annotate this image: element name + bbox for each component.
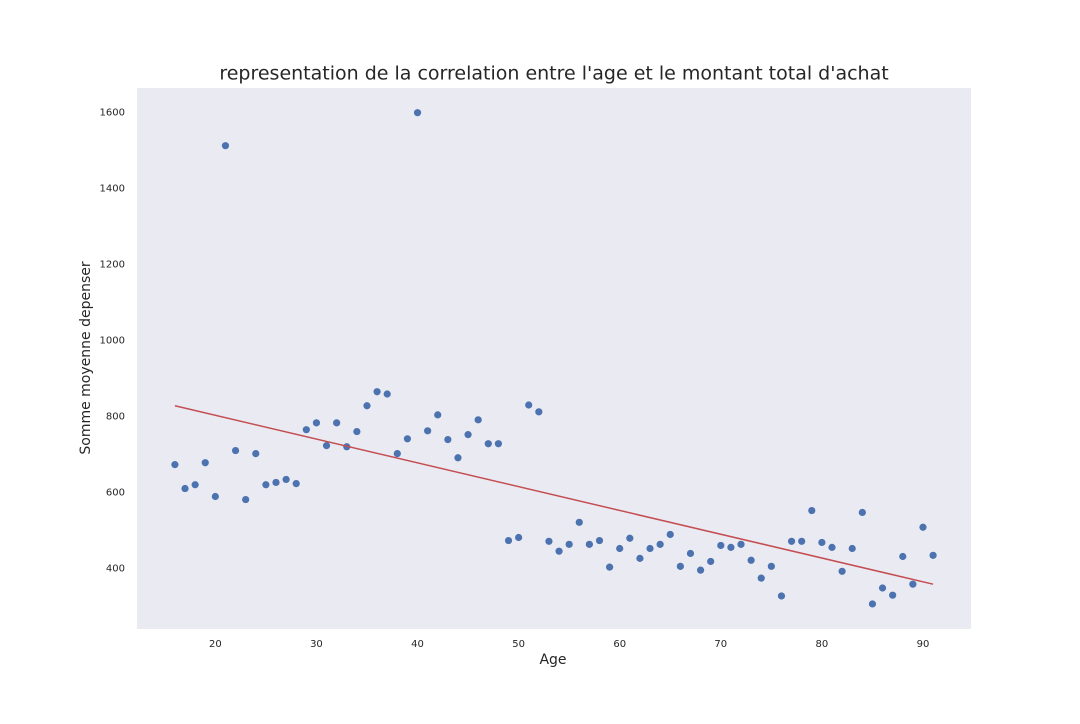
- scatter-point: [696, 566, 705, 574]
- scatter-point: [545, 537, 553, 545]
- scatter-point: [211, 492, 219, 501]
- scatter-point: [515, 533, 523, 542]
- scatter-point: [242, 495, 250, 504]
- chart-title: representation de la correlation entre l…: [219, 63, 888, 85]
- scatter-point: [757, 574, 765, 582]
- scatter-point: [373, 388, 381, 396]
- scatter-point: [828, 543, 836, 551]
- scatter-point: [171, 461, 179, 469]
- scatter-point: [464, 431, 472, 439]
- scatter-point: [818, 538, 826, 547]
- scatter-point: [717, 541, 725, 550]
- scatter-point: [656, 540, 664, 548]
- scatter-point: [899, 552, 907, 561]
- y-tick-label: 600: [106, 487, 125, 498]
- scatter-point: [504, 536, 513, 545]
- scatter-point: [353, 427, 361, 436]
- scatter-point: [737, 540, 745, 548]
- scatter-point: [525, 401, 533, 409]
- scatter-point: [808, 506, 816, 515]
- scatter-point: [636, 554, 644, 562]
- scatter-point: [262, 481, 270, 489]
- scatter-point: [383, 390, 391, 398]
- scatter-point: [484, 440, 492, 448]
- scatter-point: [798, 537, 806, 545]
- plot-area: [137, 88, 971, 629]
- scatter-point: [393, 450, 401, 458]
- scatter-point: [626, 534, 634, 542]
- scatter-point: [777, 592, 786, 600]
- y-tick-label: 1400: [100, 184, 125, 195]
- scatter-point: [595, 536, 604, 545]
- scatter-point: [707, 557, 715, 566]
- scatter-point: [767, 562, 775, 570]
- x-tick-label: 30: [310, 639, 323, 650]
- y-tick-label: 400: [106, 563, 125, 574]
- scatter-point: [848, 544, 856, 553]
- scatter-point: [747, 556, 755, 564]
- scatter-point: [787, 537, 796, 545]
- scatter-point: [838, 567, 846, 575]
- y-tick-label: 1600: [100, 108, 125, 119]
- x-tick-label: 40: [411, 639, 424, 650]
- scatter-point: [322, 442, 331, 450]
- scatter-point: [686, 549, 695, 558]
- scatter-point: [606, 563, 614, 571]
- scatter-point: [919, 523, 927, 531]
- scatter-point: [565, 540, 573, 548]
- scatter-point: [403, 435, 412, 443]
- scatter-point: [878, 584, 887, 592]
- scatter-point: [858, 508, 866, 517]
- scatter-point: [333, 419, 341, 427]
- scatter-point: [413, 109, 422, 117]
- x-tick-label: 90: [917, 639, 930, 650]
- scatter-point: [889, 591, 897, 599]
- scatter-point: [434, 411, 442, 419]
- scatter-point: [221, 142, 230, 150]
- scatter-point: [646, 544, 654, 553]
- scatter-point: [616, 544, 624, 553]
- scatter-point: [575, 518, 583, 526]
- scatter-point: [444, 435, 452, 444]
- scatter-point: [666, 530, 674, 539]
- scatter-point: [252, 450, 260, 458]
- scatter-point: [535, 408, 543, 416]
- y-tick-label: 1000: [100, 335, 125, 346]
- scatter-point: [424, 427, 432, 435]
- scatter-point: [585, 540, 593, 548]
- scatter-point: [363, 402, 371, 410]
- scatter-point: [312, 419, 321, 427]
- scatter-point: [272, 478, 280, 487]
- regression-line: [174, 405, 934, 585]
- scatter-point: [676, 562, 684, 570]
- scatter-point: [302, 426, 310, 434]
- scatter-point: [494, 440, 502, 448]
- scatter-point: [474, 416, 482, 424]
- y-tick-label: 800: [106, 411, 125, 422]
- x-tick-label: 50: [512, 639, 525, 650]
- scatter-point: [454, 454, 462, 462]
- y-axis-label: Somme moyenne depenser: [78, 261, 94, 454]
- scatter-point: [292, 479, 300, 488]
- x-tick-label: 80: [816, 639, 829, 650]
- scatter-point: [868, 600, 877, 608]
- scatter-point: [555, 547, 563, 555]
- x-tick-label: 70: [714, 639, 727, 650]
- x-tick-label: 60: [613, 639, 626, 650]
- x-axis-label: Age: [539, 652, 566, 668]
- scatter-point: [727, 543, 735, 551]
- scatter-point: [181, 484, 189, 493]
- scatter-point: [201, 459, 209, 467]
- scatter-point: [231, 446, 240, 455]
- x-tick-label: 20: [209, 639, 222, 650]
- scatter-point: [909, 580, 917, 588]
- scatter-point: [282, 475, 290, 484]
- scatter-point: [191, 481, 199, 489]
- scatter-point: [929, 551, 937, 559]
- y-tick-label: 1200: [100, 260, 125, 271]
